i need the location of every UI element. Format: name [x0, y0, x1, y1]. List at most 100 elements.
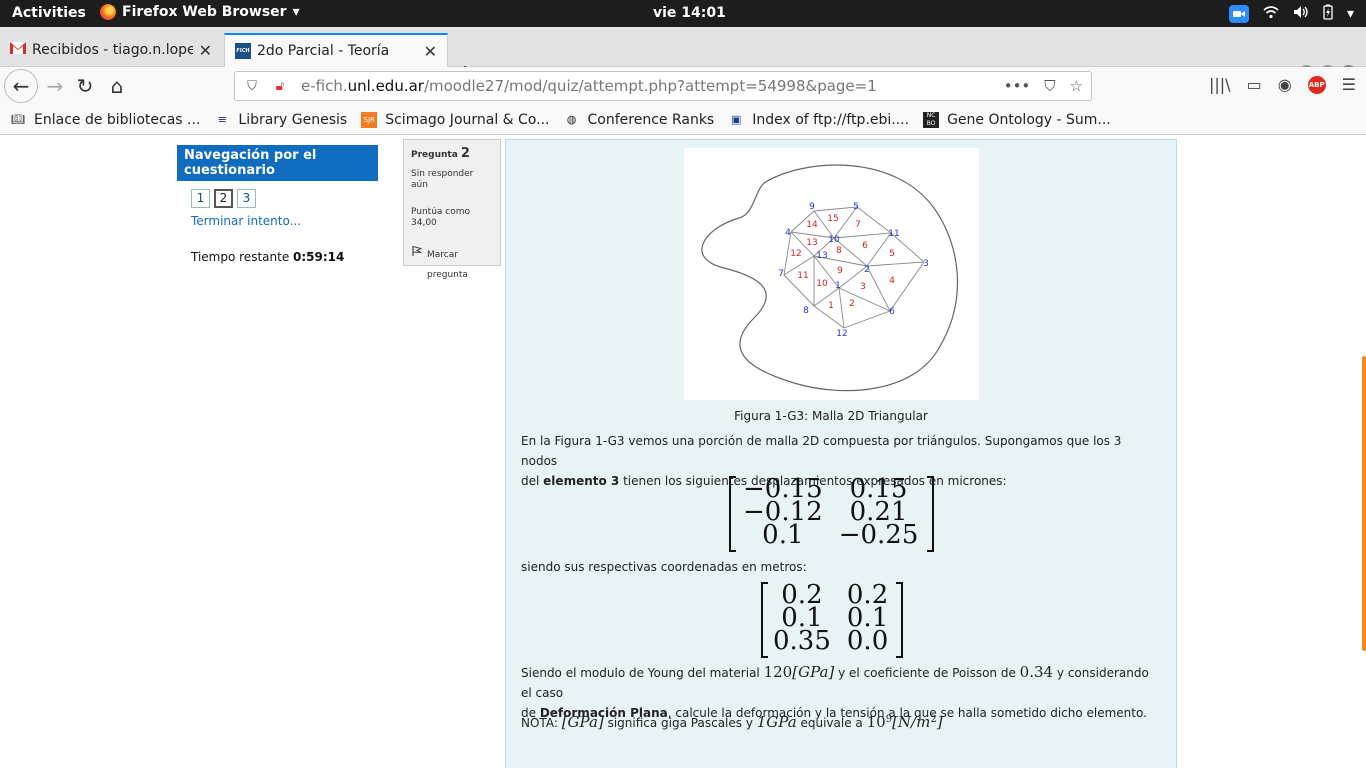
bookmark-item[interactable]: 📖︎ Enlace de bibliotecas ... [11, 111, 201, 128]
element-label: 6 [862, 241, 868, 251]
menu-icon[interactable]: ☰ [1341, 75, 1356, 94]
node-label: 7 [778, 269, 784, 279]
node-label: 12 [836, 329, 847, 339]
matrix-right-bracket [896, 582, 903, 658]
forward-button[interactable]: → [46, 74, 64, 98]
node-label: 11 [888, 229, 899, 239]
back-button[interactable]: ← [4, 69, 38, 103]
ncbo-icon: NC BO [923, 111, 940, 128]
matrix-cell: 0.0 [846, 626, 889, 656]
globe-icon: ◍ [566, 112, 577, 126]
bookmark-item[interactable]: ◍ Conference Ranks [564, 112, 715, 128]
navigation-toolbar: ← → ↻ ⌂ ⛉ 🔓︎ e-fich.unl.edu.ar/moodle27/… [0, 67, 1366, 105]
bookmark-item[interactable]: NC BO Gene Ontology - Sum... [923, 111, 1111, 128]
flag-icon [411, 245, 423, 285]
matrix-cell: −0.15 [743, 474, 823, 504]
quiz-navigation-title: Navegación por el cuestionario [177, 145, 378, 181]
quiz-navigation-block: Navegación por el cuestionario 1 2 3 Ter… [177, 145, 378, 264]
matrix-cell: 0.1 [846, 603, 889, 633]
bookmark-item[interactable]: ▣ Index of ftp://ftp.ebi.... [728, 112, 909, 128]
fich-icon: FICH [235, 43, 251, 59]
url-text[interactable]: e-fich.unl.edu.ar/moodle27/mod/quiz/atte… [301, 77, 877, 95]
clock[interactable]: vie 14:01 [653, 5, 726, 21]
time-remaining: Tiempo restante 0:59:14 [191, 250, 345, 264]
element-label: 9 [837, 266, 843, 276]
flag-question-button[interactable]: Marcar pregunta [411, 245, 493, 285]
insecure-lock-icon[interactable]: 🔓︎ [275, 78, 285, 94]
coordinate-matrix: 0.2 0.2 0.1 0.1 0.35 0.0 [761, 582, 903, 658]
tab-title: 2do Parcial - Teoría [257, 43, 390, 59]
adblock-plus-icon[interactable]: ABP [1307, 75, 1326, 94]
wifi-icon[interactable] [1263, 5, 1279, 23]
zoom-icon[interactable] [1228, 5, 1249, 23]
volume-icon[interactable] [1293, 5, 1309, 23]
displacement-table: −0.15 0.15 −0.12 0.21 0.1 −0.25 [735, 474, 926, 550]
app-menu-label: Firefox Web Browser [122, 4, 287, 20]
element-label: 14 [806, 220, 818, 230]
element-label: 15 [827, 214, 838, 224]
library-icon[interactable]: |||\ [1209, 75, 1231, 94]
account-icon[interactable]: ◉ [1277, 75, 1292, 94]
element-label: 2 [849, 299, 855, 309]
power-menu-icon[interactable]: ▾ [1346, 6, 1354, 22]
matrix-right-bracket [927, 476, 934, 552]
matrix-cell: 0.1 [762, 520, 804, 550]
matrix-cell: 0.1 [781, 603, 823, 633]
element-label: 3 [860, 282, 866, 292]
tracking-shield-icon[interactable]: ⛉ [247, 78, 257, 94]
question-3-button[interactable]: 3 [237, 189, 256, 208]
pocket-icon[interactable]: ⛉ [1044, 77, 1056, 95]
page-scrollbar[interactable] [1362, 356, 1366, 651]
url-bar[interactable]: ⛉ 🔓︎ e-fich.unl.edu.ar/moodle27/mod/quiz… [234, 71, 1092, 101]
figure-caption: Figura 1-G3: Malla 2D Triangular [734, 409, 928, 423]
question-1-button[interactable]: 1 [191, 189, 210, 208]
battery-icon[interactable] [1323, 4, 1333, 24]
tab-strip: Recibidos - tiago.n.lopez ✕ FICH 2do Par… [0, 27, 1366, 86]
question-status: Sin responder aún [411, 169, 474, 190]
tab-gmail[interactable]: Recibidos - tiago.n.lopez ✕ [0, 33, 222, 67]
sidebar-icon[interactable]: ▭ [1246, 75, 1262, 94]
app-menu[interactable]: Firefox Web Browser ▾ [100, 4, 300, 20]
matrix-cell: 0.21 [849, 497, 908, 527]
activities-button[interactable]: Activities [12, 5, 86, 21]
close-tab-icon[interactable]: ✕ [198, 40, 212, 60]
bookmark-item[interactable]: ≡ Library Genesis [214, 112, 347, 128]
book-icon: 📖︎ [11, 112, 25, 126]
matrix-cell: 0.2 [781, 580, 823, 610]
question-2-button[interactable]: 2 [214, 189, 233, 208]
page-actions-icon[interactable]: ••• [1003, 77, 1031, 95]
element-label: 13 [806, 238, 817, 248]
sjr-icon: SJR [361, 111, 378, 128]
question-paragraph-3: Siendo el modulo de Young del material 1… [521, 663, 1149, 720]
node-label: 1 [835, 281, 841, 291]
ftp-icon: ▣ [731, 112, 742, 126]
bookmark-star-icon[interactable]: ☆ [1069, 77, 1083, 95]
node-label: 5 [853, 202, 859, 212]
matrix-cell: 0.2 [846, 580, 889, 610]
matrix-cell: −0.12 [743, 497, 823, 527]
question-paragraph-1: En la Figura 1-G3 vemos una porción de m… [521, 434, 1122, 488]
gmail-icon [10, 42, 26, 58]
node-label: 4 [785, 228, 791, 238]
reload-button[interactable]: ↻ [76, 74, 94, 98]
element-label: 4 [889, 276, 895, 286]
close-tab-icon[interactable]: ✕ [423, 41, 437, 61]
firefox-icon [100, 4, 116, 20]
node-label: 10 [828, 235, 840, 245]
mesh-figure: 9 5 4 10 11 3 7 13 2 1 6 8 12 14 15 7 13 8 6 5 12 9 11 4 10 3 1 2 [684, 148, 979, 400]
tab-quiz[interactable]: FICH 2do Parcial - Teoría ✕ [224, 33, 448, 67]
matrix-left-bracket [729, 476, 736, 552]
system-top-bar: Activities Firefox Web Browser ▾ vie 14:… [0, 0, 1366, 27]
bookmarks-toolbar: 📖︎ Enlace de bibliotecas ... ≡ Library Gen… [0, 105, 1366, 135]
node-label: 3 [923, 259, 929, 269]
system-tray[interactable]: ▾ [1228, 4, 1354, 24]
finish-attempt-link[interactable]: Terminar intento... [191, 214, 302, 228]
element-label: 11 [797, 271, 808, 281]
bookmark-item[interactable]: SJR Scimago Journal & Co... [361, 111, 550, 128]
libgen-icon: ≡ [217, 112, 227, 126]
matrix-cell: −0.25 [838, 520, 919, 550]
element-label: 5 [889, 249, 895, 259]
matrix-left-bracket [761, 582, 768, 658]
question-paragraph-2: siendo sus respectivas coordenadas en me… [521, 560, 807, 574]
home-button[interactable]: ⌂ [110, 74, 124, 98]
